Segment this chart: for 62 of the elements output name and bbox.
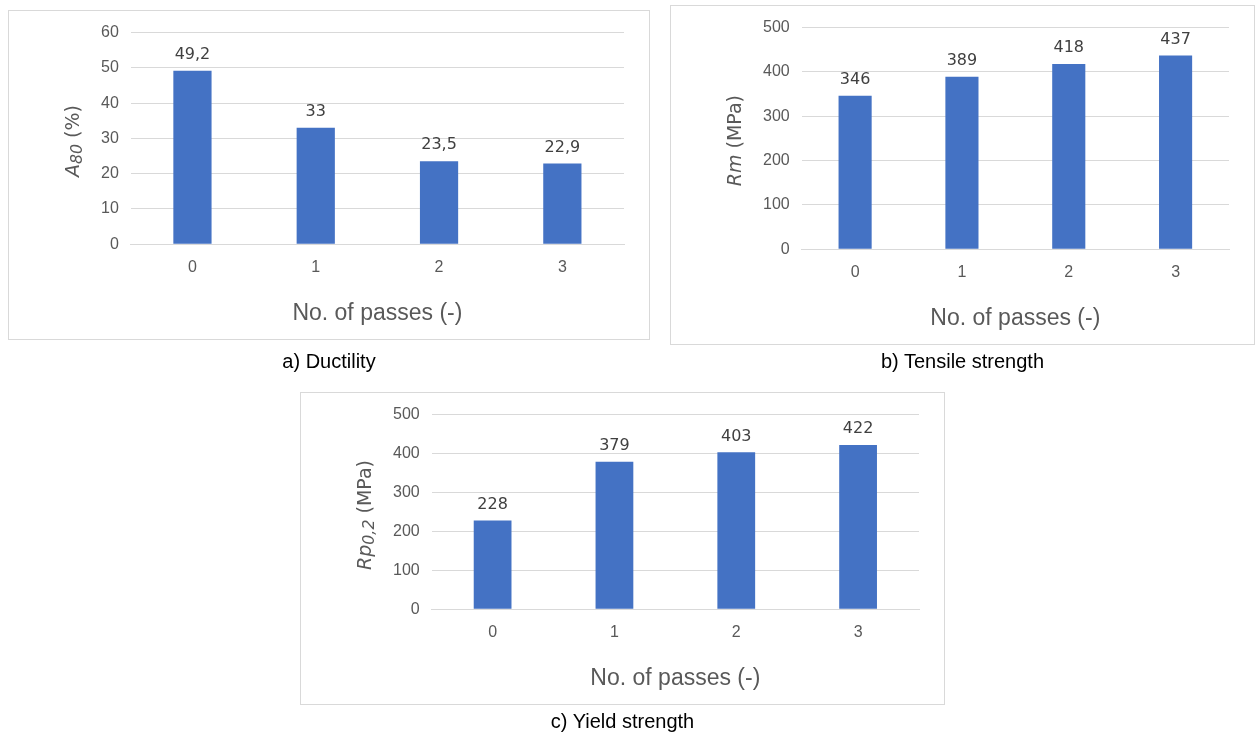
text: b) Tensile strength	[880, 350, 1045, 373]
bar	[595, 461, 634, 609]
data-label: 437	[1160, 28, 1191, 48]
y-tick-label: 50	[101, 58, 119, 76]
x-tick-label: 1	[311, 258, 321, 276]
y-tick-label: 30	[101, 128, 119, 146]
x-tick-label: 2	[1064, 263, 1074, 281]
data-label: 346	[839, 69, 871, 89]
y-tick-label: 0	[410, 599, 420, 617]
x-tick-label: 3	[853, 623, 863, 641]
bar	[543, 163, 582, 244]
x-axis-title: No. of passes (-)	[930, 303, 1101, 330]
y-tick-label: 400	[762, 62, 790, 80]
x-tick-label: 2	[731, 623, 741, 641]
bar	[1052, 63, 1086, 249]
bar	[838, 95, 872, 249]
x-tick-label: 0	[850, 263, 860, 281]
bar	[296, 127, 335, 244]
text: a) Ductility	[282, 350, 376, 373]
data-label: 403	[720, 425, 752, 445]
y-tick-label: 200	[762, 150, 790, 168]
x-axis-title: No. of passes (-)	[292, 298, 463, 325]
data-label: 33	[305, 100, 326, 120]
x-tick-label: 3	[1171, 263, 1181, 281]
bar	[1159, 55, 1193, 249]
x-tick-label: 2	[434, 258, 444, 276]
y-tick-label: 20	[101, 164, 119, 182]
bar	[419, 161, 459, 244]
x-tick-label: 0	[488, 623, 498, 641]
y-tick-label: 400	[392, 443, 420, 461]
bar	[173, 70, 212, 244]
bar	[473, 520, 512, 609]
y-tick-label: 300	[392, 482, 420, 500]
data-label: 22,9	[544, 136, 581, 156]
y-tick-label: 40	[101, 93, 119, 111]
bar	[945, 76, 979, 249]
x-tick-label: 0	[187, 258, 197, 276]
x-tick-label: 3	[557, 258, 567, 276]
x-axis-title: No. of passes (-)	[590, 663, 761, 690]
data-label: 23,5	[421, 134, 457, 154]
y-tick-label: 200	[392, 521, 420, 539]
x-tick-label: 1	[609, 623, 619, 641]
y-tick-label: 300	[762, 106, 790, 124]
y-tick-label: 100	[762, 195, 790, 213]
y-axis-title: Rm (MPa)	[723, 95, 745, 187]
data-label: 418	[1053, 37, 1085, 57]
bar	[717, 452, 756, 609]
text: c) Yield strength	[550, 710, 695, 733]
y-tick-label: 100	[392, 560, 420, 578]
y-tick-label: 10	[101, 199, 119, 217]
bar	[839, 444, 877, 609]
data-label: 379	[599, 434, 630, 454]
y-tick-label: 500	[392, 405, 420, 423]
y-tick-label: 0	[109, 234, 119, 252]
data-label: 389	[946, 49, 978, 69]
x-tick-label: 1	[957, 263, 967, 281]
data-label: 228	[477, 493, 508, 513]
data-label: 49,2	[174, 43, 211, 63]
y-tick-label: 0	[780, 239, 790, 257]
y-tick-label: 60	[101, 23, 119, 41]
data-label: 422	[842, 418, 874, 438]
y-tick-label: 500	[762, 18, 790, 36]
